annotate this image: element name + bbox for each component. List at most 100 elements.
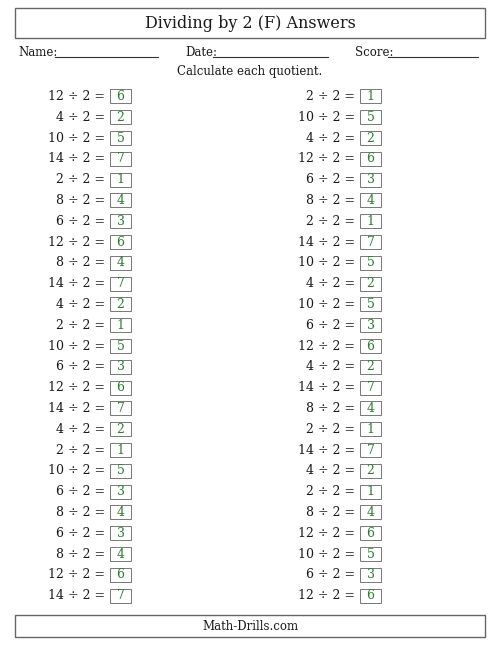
Bar bbox=[110, 256, 131, 270]
Text: 4 ÷ 2 =: 4 ÷ 2 = bbox=[306, 465, 355, 477]
Bar bbox=[110, 401, 131, 415]
Bar bbox=[360, 131, 381, 145]
Bar bbox=[110, 298, 131, 311]
Text: 14 ÷ 2 =: 14 ÷ 2 = bbox=[48, 152, 105, 165]
Bar bbox=[360, 339, 381, 353]
Text: 6: 6 bbox=[116, 236, 124, 248]
Bar bbox=[360, 380, 381, 395]
Text: 10 ÷ 2 =: 10 ÷ 2 = bbox=[48, 131, 105, 144]
Text: 5: 5 bbox=[366, 111, 374, 124]
Text: 6 ÷ 2 =: 6 ÷ 2 = bbox=[306, 173, 355, 186]
Text: 4 ÷ 2 =: 4 ÷ 2 = bbox=[56, 298, 105, 311]
Text: 4 ÷ 2 =: 4 ÷ 2 = bbox=[56, 422, 105, 435]
Bar bbox=[360, 526, 381, 540]
Text: 2: 2 bbox=[116, 298, 124, 311]
Bar bbox=[360, 110, 381, 124]
Bar bbox=[110, 443, 131, 457]
Text: 8 ÷ 2 =: 8 ÷ 2 = bbox=[56, 547, 105, 560]
Text: 1: 1 bbox=[116, 319, 124, 332]
Bar bbox=[360, 277, 381, 291]
Text: 5: 5 bbox=[366, 256, 374, 269]
Bar bbox=[110, 277, 131, 291]
Text: 4 ÷ 2 =: 4 ÷ 2 = bbox=[306, 277, 355, 290]
Text: 4 ÷ 2 =: 4 ÷ 2 = bbox=[56, 111, 105, 124]
Text: 8 ÷ 2 =: 8 ÷ 2 = bbox=[56, 194, 105, 207]
Text: 12 ÷ 2 =: 12 ÷ 2 = bbox=[48, 568, 105, 581]
Text: 4: 4 bbox=[116, 194, 124, 207]
Text: 6 ÷ 2 =: 6 ÷ 2 = bbox=[56, 215, 105, 228]
Text: 7: 7 bbox=[366, 443, 374, 457]
Bar bbox=[110, 464, 131, 477]
Text: 10 ÷ 2 =: 10 ÷ 2 = bbox=[48, 465, 105, 477]
Bar bbox=[360, 505, 381, 520]
Text: 2 ÷ 2 =: 2 ÷ 2 = bbox=[56, 319, 105, 332]
Text: 1: 1 bbox=[366, 90, 374, 103]
Text: 6 ÷ 2 =: 6 ÷ 2 = bbox=[56, 485, 105, 498]
Text: 3: 3 bbox=[116, 485, 124, 498]
Text: 10 ÷ 2 =: 10 ÷ 2 = bbox=[48, 340, 105, 353]
Text: 3: 3 bbox=[116, 527, 124, 540]
Text: 3: 3 bbox=[116, 360, 124, 373]
Text: 1: 1 bbox=[116, 443, 124, 457]
Text: 4: 4 bbox=[366, 194, 374, 207]
Text: 2 ÷ 2 =: 2 ÷ 2 = bbox=[56, 443, 105, 457]
Bar bbox=[360, 485, 381, 499]
Text: 8 ÷ 2 =: 8 ÷ 2 = bbox=[306, 402, 355, 415]
Text: 12 ÷ 2 =: 12 ÷ 2 = bbox=[298, 152, 355, 165]
Text: 3: 3 bbox=[116, 215, 124, 228]
Text: 4 ÷ 2 =: 4 ÷ 2 = bbox=[306, 131, 355, 144]
Text: 2 ÷ 2 =: 2 ÷ 2 = bbox=[306, 90, 355, 103]
Text: 12 ÷ 2 =: 12 ÷ 2 = bbox=[298, 589, 355, 602]
Bar bbox=[360, 547, 381, 561]
Bar bbox=[360, 89, 381, 104]
Text: 10 ÷ 2 =: 10 ÷ 2 = bbox=[298, 547, 355, 560]
Text: 14 ÷ 2 =: 14 ÷ 2 = bbox=[48, 589, 105, 602]
Bar bbox=[110, 214, 131, 228]
Text: 2 ÷ 2 =: 2 ÷ 2 = bbox=[306, 485, 355, 498]
Bar bbox=[110, 485, 131, 499]
Text: 6: 6 bbox=[366, 152, 374, 165]
Text: 6: 6 bbox=[366, 527, 374, 540]
Text: 5: 5 bbox=[116, 465, 124, 477]
Text: Score:: Score: bbox=[355, 45, 394, 58]
Text: 2 ÷ 2 =: 2 ÷ 2 = bbox=[306, 422, 355, 435]
Text: 4: 4 bbox=[366, 402, 374, 415]
Text: 6: 6 bbox=[116, 568, 124, 581]
Text: Math-Drills.com: Math-Drills.com bbox=[202, 619, 298, 633]
Text: 12 ÷ 2 =: 12 ÷ 2 = bbox=[298, 527, 355, 540]
Text: 12 ÷ 2 =: 12 ÷ 2 = bbox=[298, 340, 355, 353]
Bar bbox=[110, 505, 131, 520]
Text: 6 ÷ 2 =: 6 ÷ 2 = bbox=[56, 360, 105, 373]
Text: 14 ÷ 2 =: 14 ÷ 2 = bbox=[298, 381, 355, 394]
Text: 14 ÷ 2 =: 14 ÷ 2 = bbox=[48, 277, 105, 290]
Text: 4: 4 bbox=[116, 506, 124, 519]
Bar bbox=[360, 256, 381, 270]
Text: Date:: Date: bbox=[185, 45, 217, 58]
Text: 8 ÷ 2 =: 8 ÷ 2 = bbox=[56, 506, 105, 519]
Bar bbox=[110, 589, 131, 602]
Text: 10 ÷ 2 =: 10 ÷ 2 = bbox=[298, 298, 355, 311]
Bar bbox=[360, 173, 381, 186]
Text: 7: 7 bbox=[116, 589, 124, 602]
Text: 7: 7 bbox=[116, 277, 124, 290]
Text: 10 ÷ 2 =: 10 ÷ 2 = bbox=[298, 256, 355, 269]
Text: 4: 4 bbox=[116, 547, 124, 560]
Text: 2: 2 bbox=[116, 111, 124, 124]
Bar bbox=[15, 8, 485, 38]
Text: 5: 5 bbox=[116, 340, 124, 353]
Bar bbox=[110, 173, 131, 186]
Text: 6: 6 bbox=[366, 340, 374, 353]
Text: 3: 3 bbox=[366, 173, 374, 186]
Text: 2: 2 bbox=[116, 422, 124, 435]
Bar bbox=[15, 615, 485, 637]
Bar bbox=[110, 339, 131, 353]
Bar bbox=[110, 152, 131, 166]
Bar bbox=[360, 193, 381, 208]
Bar bbox=[360, 589, 381, 602]
Text: Name:: Name: bbox=[18, 45, 58, 58]
Bar bbox=[360, 401, 381, 415]
Text: 7: 7 bbox=[116, 152, 124, 165]
Bar bbox=[360, 464, 381, 477]
Bar bbox=[360, 152, 381, 166]
Bar bbox=[360, 360, 381, 374]
